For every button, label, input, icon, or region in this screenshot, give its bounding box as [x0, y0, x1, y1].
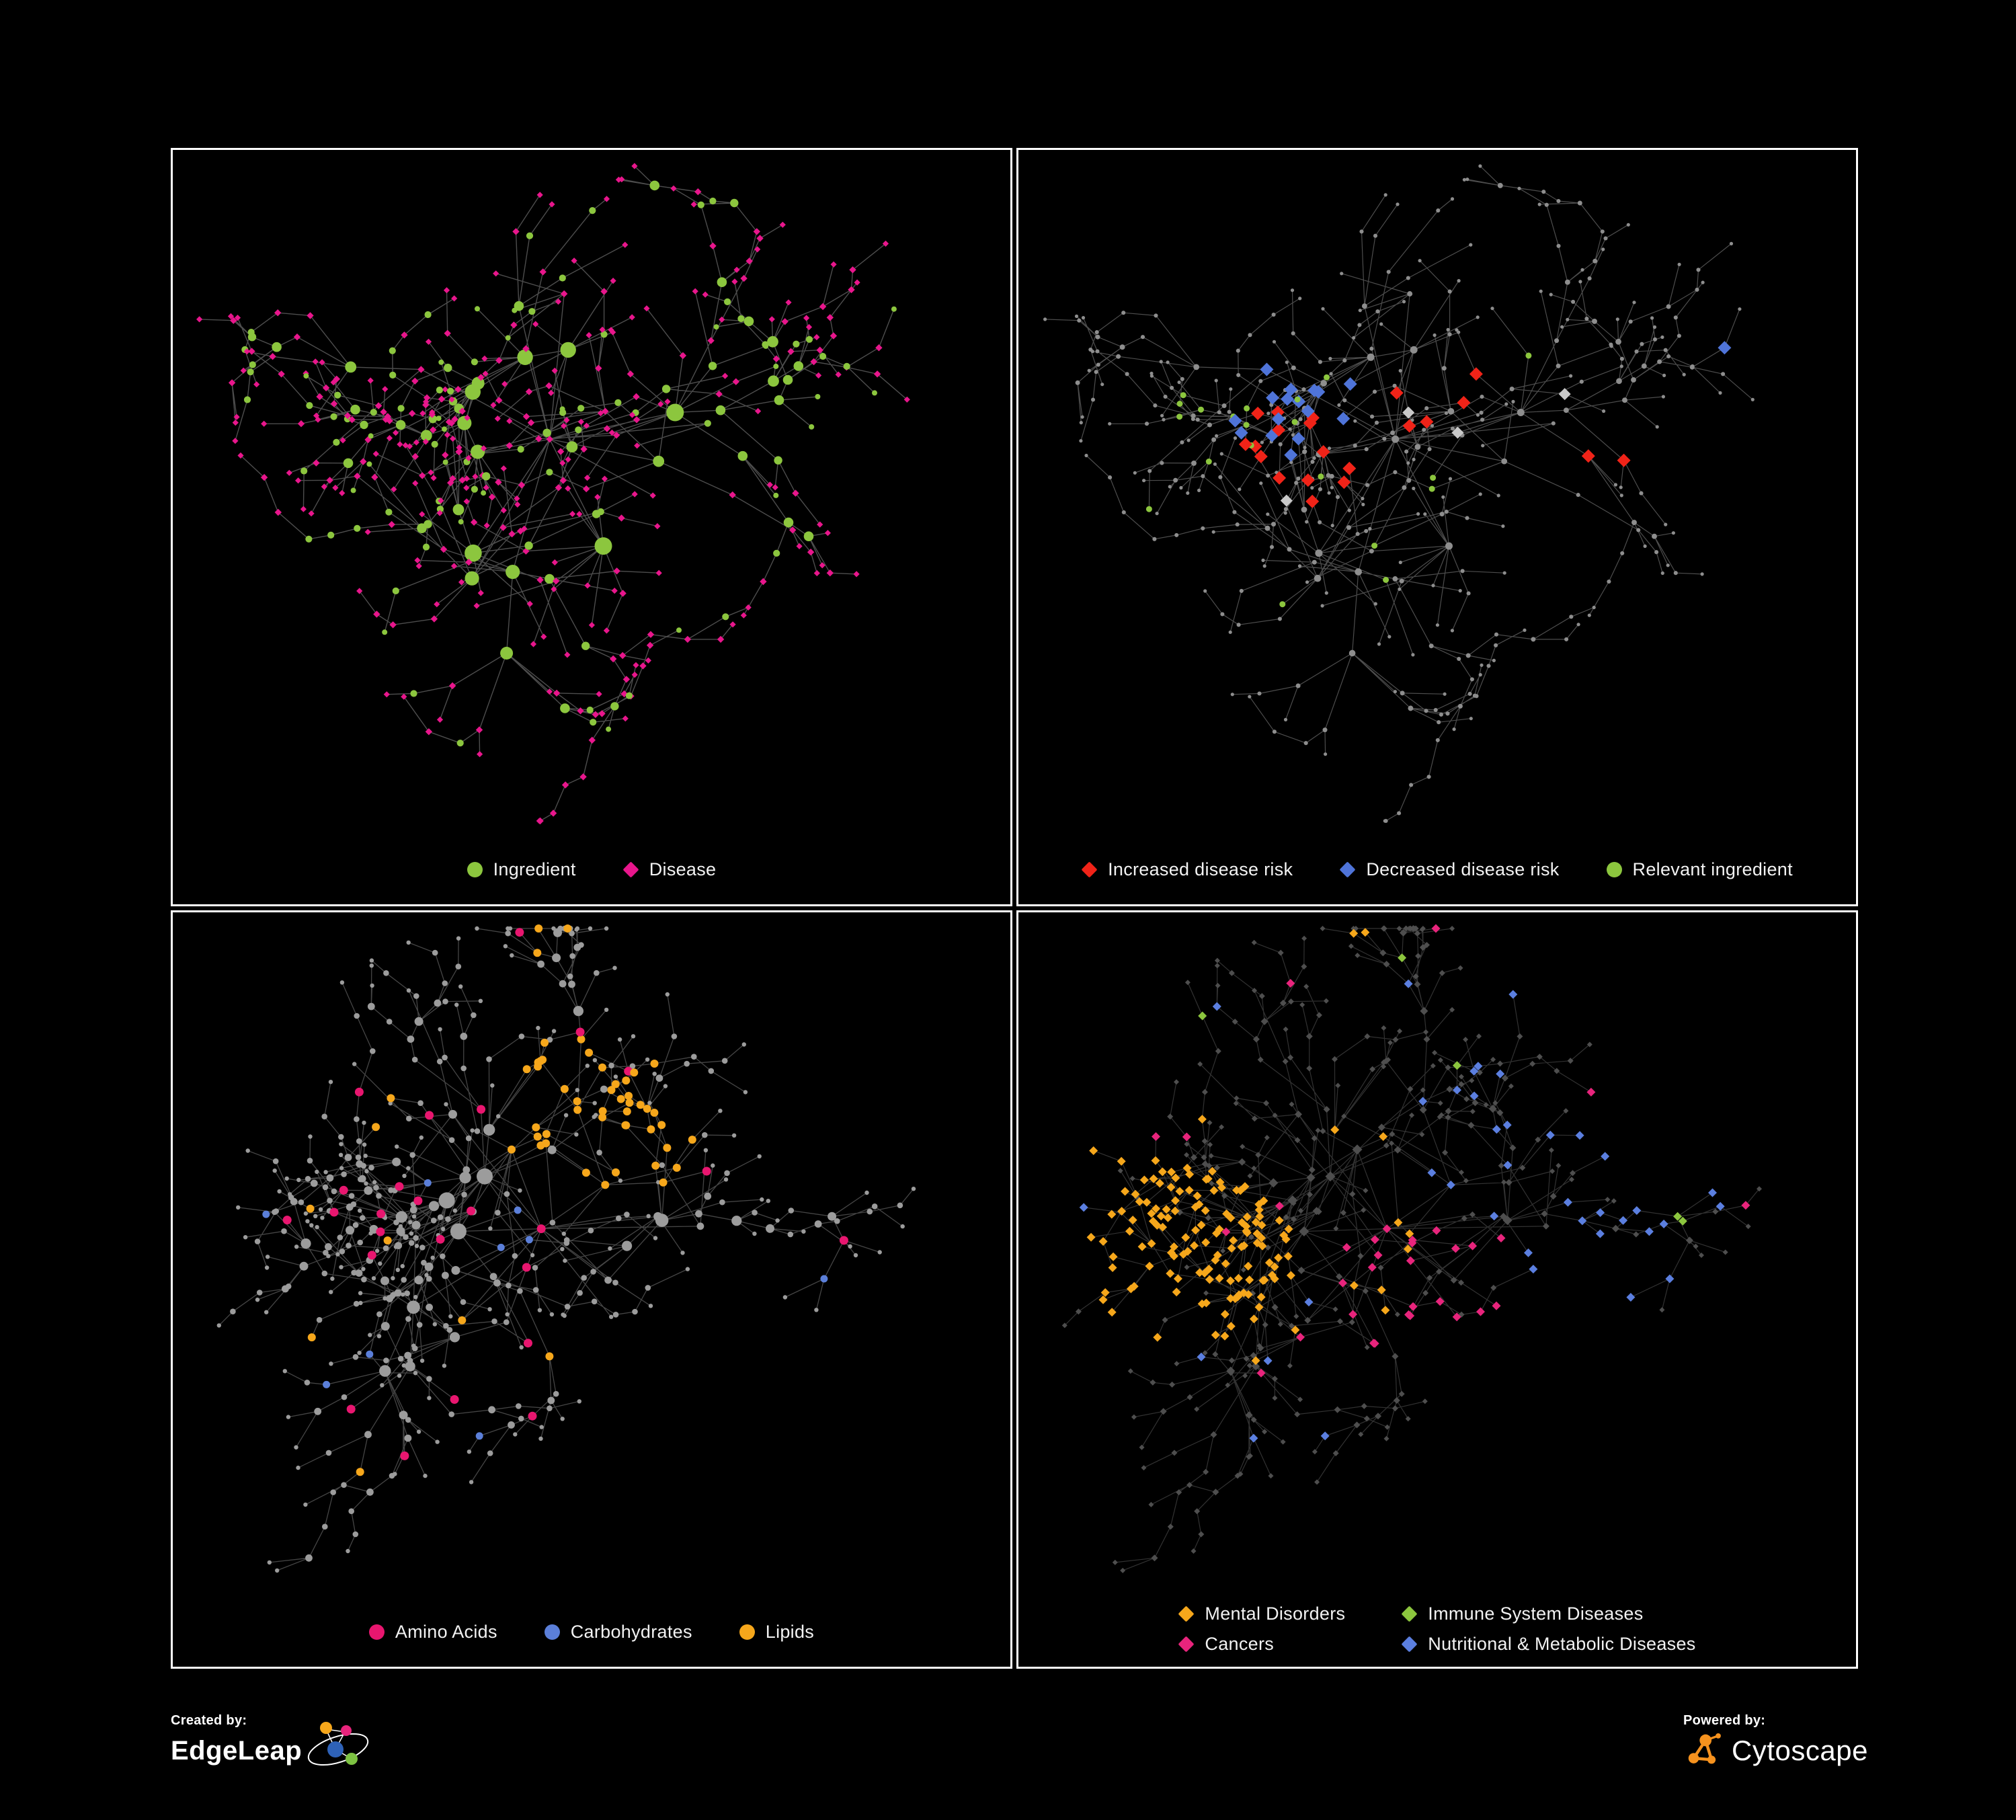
mental-disorders-diamond-marker-icon — [1178, 1606, 1195, 1622]
immune-system-diseases-diamond-marker-icon — [1401, 1606, 1418, 1622]
legend-item-lipids: Lipids — [739, 1622, 814, 1643]
figure-grid: Ingredient Disease Increased disease risk… — [171, 148, 1858, 1669]
relevant-ingredient-circle-marker-icon — [1606, 862, 1622, 877]
edgeleap-brand: EdgeLeap — [171, 1722, 372, 1772]
legend-item-cancers: Cancers — [1178, 1634, 1274, 1655]
legend-ingredient-disease: Ingredient Disease — [173, 859, 1010, 880]
legend-item-decreased-disease-risk: Decreased disease risk — [1339, 859, 1560, 880]
legend-label-ingredient: Ingredient — [493, 859, 576, 879]
cytoscape-brand: Cytoscape — [1683, 1730, 1868, 1772]
legend-label-decreased-disease-risk: Decreased disease risk — [1366, 859, 1560, 879]
cytoscape-wordmark: Cytoscape — [1732, 1735, 1868, 1766]
created-by-label: Created by: — [171, 1713, 247, 1728]
legend-label-carbohydrates: Carbohydrates — [570, 1622, 692, 1642]
cytoscape-logo-icon — [1688, 1733, 1721, 1764]
legend-nutrient-classes: Amino Acids Carbohydrates Lipids — [173, 1622, 1010, 1643]
network-disease-risk — [1043, 164, 1755, 824]
legend-item-carbohydrates: Carbohydrates — [544, 1622, 692, 1643]
decreased-disease-risk-diamond-marker-icon — [1339, 861, 1356, 878]
nutritional-metabolic-diseases-diamond-marker-icon — [1401, 1636, 1418, 1653]
legend-label-amino-acids: Amino Acids — [395, 1622, 497, 1642]
legend-label-increased-disease-risk: Increased disease risk — [1108, 859, 1293, 879]
edgeleap-logo-icon — [308, 1722, 369, 1766]
network-nutrient-classes — [216, 924, 916, 1573]
legend-label-immune-system-diseases: Immune System Diseases — [1428, 1604, 1644, 1624]
edgeleap-wordmark: EdgeLeap — [171, 1735, 303, 1766]
legend-item-mental-disorders: Mental Disorders — [1178, 1604, 1345, 1624]
ingredient-circle-marker-icon — [467, 862, 483, 877]
legend-item-relevant-ingredient: Relevant ingredient — [1606, 859, 1793, 880]
cancers-diamond-marker-icon — [1178, 1636, 1195, 1653]
legend-item-immune-system-diseases: Immune System Diseases — [1401, 1604, 1644, 1624]
panel-disease-risk: Increased disease risk Decreased disease … — [1016, 148, 1858, 906]
legend-label-cancers: Cancers — [1205, 1634, 1275, 1654]
carbohydrates-circle-marker-icon — [544, 1624, 560, 1640]
panel-nutrient-classes: Amino Acids Carbohydrates Lipids — [171, 910, 1012, 1669]
legend-item-nutritional-metabolic-diseases: Nutritional & Metabolic Diseases — [1401, 1634, 1696, 1655]
disease-diamond-marker-icon — [622, 861, 639, 878]
legend-disease-risk: Increased disease risk Decreased disease … — [1018, 859, 1856, 880]
lipids-circle-marker-icon — [739, 1624, 755, 1640]
legend-label-disease: Disease — [649, 859, 717, 879]
legend-item-ingredient: Ingredient — [467, 859, 576, 880]
legend-item-increased-disease-risk: Increased disease risk — [1081, 859, 1293, 880]
legend-label-relevant-ingredient: Relevant ingredient — [1632, 859, 1793, 879]
legend-label-mental-disorders: Mental Disorders — [1205, 1604, 1346, 1624]
powered-by-block: Powered by: Cytoscape — [1683, 1713, 1868, 1772]
legend-label-lipids: Lipids — [765, 1622, 815, 1642]
powered-by-label: Powered by: — [1683, 1713, 1766, 1728]
legend-item-amino-acids: Amino Acids — [368, 1622, 497, 1643]
network-ingredient-disease — [196, 163, 910, 825]
panel-disease-classes: Mental Disorders Immune System Diseases Ca… — [1016, 910, 1858, 1669]
network-disease-classes — [1061, 924, 1762, 1573]
amino-acids-circle-marker-icon — [368, 1624, 385, 1640]
legend-item-disease: Disease — [622, 859, 717, 880]
panel-ingredient-disease: Ingredient Disease — [171, 148, 1012, 906]
created-by-block: Created by: EdgeLeap — [171, 1713, 372, 1772]
legend-label-nutritional-metabolic-diseases: Nutritional & Metabolic Diseases — [1428, 1634, 1696, 1654]
legend-disease-classes: Mental Disorders Immune System Diseases Ca… — [1018, 1604, 1856, 1655]
increased-disease-risk-diamond-marker-icon — [1081, 861, 1098, 878]
